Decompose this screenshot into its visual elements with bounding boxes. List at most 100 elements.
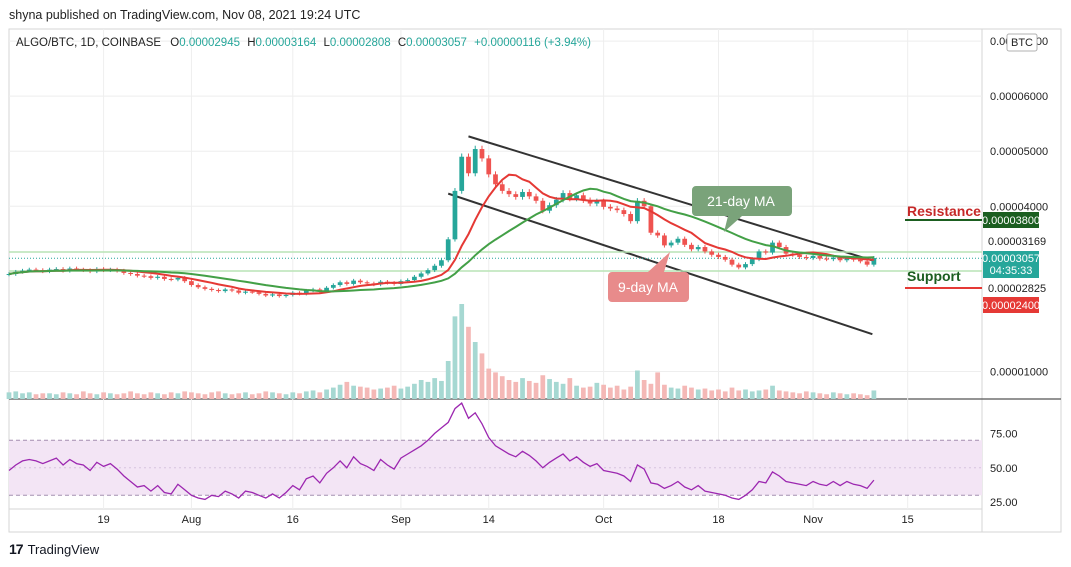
volume-bar-111 [756, 390, 762, 399]
legend-high: 0.00003164 [256, 37, 317, 49]
time-tick-3: Sep [391, 514, 411, 526]
volume-bar-26 [182, 391, 188, 399]
legend-symbol: ALGO/BTC, 1D, COINBASE [16, 37, 161, 49]
svg-text:0.00002400: 0.00002400 [982, 300, 1040, 312]
legend-change: +0.00000116 (+3.94%) [474, 37, 591, 49]
candle-101 [689, 242, 694, 252]
volume-bar-14 [101, 392, 106, 399]
volume-bar-74 [506, 380, 512, 399]
volume-bar-112 [763, 389, 769, 399]
volume-bar-87 [594, 382, 600, 399]
ma21-callout: 21-day MA [692, 186, 792, 232]
volume-bar-110 [749, 391, 755, 399]
candle-97 [662, 233, 667, 248]
volume-bar-25 [175, 393, 181, 399]
volume-bar-68 [466, 326, 471, 399]
svg-text:0.00003057: 0.00003057 [982, 253, 1040, 265]
candle-20 [141, 273, 147, 279]
volume-bar-109 [743, 389, 748, 399]
footer-brand[interactable]: 17 TradingView [9, 541, 99, 557]
volume-bar-23 [162, 394, 167, 399]
legend-open: 0.00002945 [179, 37, 240, 49]
volume-bar-41 [283, 394, 289, 399]
currency-badge[interactable]: BTC [1006, 33, 1038, 52]
volume-bar-67 [459, 304, 465, 399]
volume-bar-45 [310, 390, 316, 399]
candle-23 [162, 274, 167, 281]
volume-bar-102 [695, 389, 701, 399]
volume-bar-88 [601, 384, 606, 399]
volume-bar-5 [40, 393, 46, 399]
volume-bar-107 [729, 387, 735, 399]
volume-bar-29 [202, 394, 208, 399]
volume-bar-96 [655, 372, 661, 399]
candle-22 [155, 274, 161, 280]
volume-bars [6, 304, 877, 399]
volume-bar-22 [155, 393, 161, 399]
volume-bar-57 [391, 385, 397, 399]
time-tick-2: 16 [287, 514, 299, 526]
volume-bar-125 [851, 393, 856, 399]
bar-countdown: 04:35:33 [990, 265, 1033, 277]
volume-bar-19 [135, 393, 140, 399]
volume-bar-101 [689, 387, 694, 399]
volume-bar-49 [337, 384, 343, 399]
candle-31 [216, 288, 221, 293]
volume-bar-81 [553, 381, 559, 399]
svg-text:0.00003800: 0.00003800 [982, 215, 1040, 227]
svg-text:0.00002825: 0.00002825 [988, 283, 1046, 295]
candle-48 [330, 283, 336, 290]
candle-98 [668, 240, 674, 248]
volume-bar-47 [324, 389, 329, 399]
volume-bar-2 [20, 393, 25, 399]
volume-bar-36 [249, 394, 255, 399]
price-tick-2: 0.00005000 [990, 146, 1048, 158]
rsi-tick-2: 25.00 [990, 497, 1018, 509]
volume-bar-105 [716, 389, 721, 399]
volume-bar-27 [189, 392, 194, 399]
grid-lines [9, 29, 982, 509]
volume-bar-44 [303, 391, 309, 399]
volume-bar-121 [824, 394, 829, 399]
volume-bar-79 [540, 375, 546, 399]
channel-upper-line [468, 135, 873, 262]
support-label: Support [907, 268, 961, 284]
volume-bar-10 [74, 394, 79, 399]
ma21-callout-text: 21-day MA [707, 193, 775, 209]
volume-bar-75 [513, 381, 519, 399]
rsi-polyline [8, 402, 875, 501]
rsi-band [9, 439, 982, 496]
time-tick-1: Aug [182, 514, 202, 526]
volume-bar-118 [803, 391, 809, 399]
volume-bar-8 [60, 392, 66, 399]
volume-bar-113 [770, 385, 775, 399]
candle-72 [493, 171, 498, 188]
candle-60 [412, 274, 417, 282]
candle-63 [432, 263, 438, 273]
volume-bar-77 [526, 380, 532, 399]
volume-bar-50 [344, 381, 350, 399]
volume-bar-42 [290, 392, 296, 399]
candle-33 [229, 287, 235, 293]
price-level-lines [9, 251, 982, 272]
candle-64 [439, 258, 444, 268]
volume-bar-6 [47, 393, 52, 399]
price-label-resistance: 0.00003800 [982, 212, 1040, 228]
volume-bar-95 [648, 383, 654, 399]
time-tick-4: 14 [483, 514, 495, 526]
candle-75 [513, 191, 519, 200]
candle-85 [580, 192, 586, 203]
price-tick-1: 0.00006000 [990, 91, 1048, 103]
volume-bar-56 [385, 387, 390, 399]
volume-bar-15 [107, 393, 113, 399]
volume-bar-66 [452, 316, 458, 399]
volume-bar-43 [297, 393, 302, 399]
volume-bar-34 [236, 393, 242, 399]
volume-bar-94 [641, 380, 647, 399]
candle-89 [608, 204, 613, 212]
volume-bar-123 [837, 393, 843, 399]
candle-67 [459, 153, 465, 194]
volume-bar-80 [547, 379, 552, 399]
candle-113 [770, 240, 775, 255]
volume-bar-119 [810, 392, 816, 399]
